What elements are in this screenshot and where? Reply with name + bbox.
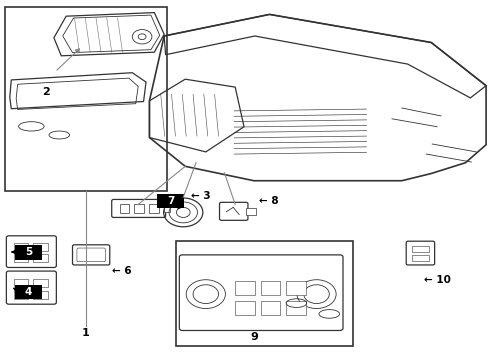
Bar: [14, 291, 28, 299]
Text: 4: 4: [24, 287, 32, 297]
Bar: [286, 281, 306, 295]
Bar: [412, 246, 429, 252]
FancyBboxPatch shape: [406, 241, 435, 265]
Text: 5: 5: [25, 247, 32, 257]
Bar: [235, 281, 255, 295]
Text: ← 10: ← 10: [424, 275, 451, 285]
Bar: [33, 243, 48, 251]
FancyBboxPatch shape: [15, 285, 42, 299]
FancyBboxPatch shape: [112, 199, 166, 217]
Text: ← 3: ← 3: [191, 191, 211, 201]
Bar: [149, 204, 159, 213]
FancyBboxPatch shape: [6, 236, 56, 267]
Bar: [120, 204, 129, 213]
Text: 9: 9: [251, 332, 259, 342]
FancyBboxPatch shape: [157, 194, 184, 208]
FancyBboxPatch shape: [77, 248, 105, 262]
Text: ← 6: ← 6: [112, 266, 131, 276]
Text: ← 8: ← 8: [259, 196, 278, 206]
Bar: [33, 279, 48, 287]
Text: 7: 7: [167, 195, 174, 206]
FancyBboxPatch shape: [220, 202, 248, 220]
Bar: [134, 204, 144, 213]
Bar: [33, 254, 48, 262]
Bar: [176, 241, 353, 346]
Text: 2: 2: [42, 87, 49, 97]
Bar: [14, 279, 28, 287]
Bar: [14, 254, 28, 262]
FancyBboxPatch shape: [179, 255, 343, 330]
Bar: [261, 301, 280, 315]
Bar: [246, 208, 256, 215]
Bar: [164, 204, 170, 212]
Bar: [261, 281, 280, 295]
Text: 1: 1: [82, 328, 90, 338]
Bar: [5, 7, 167, 191]
FancyBboxPatch shape: [73, 245, 110, 265]
Bar: [412, 255, 429, 261]
FancyBboxPatch shape: [15, 245, 42, 260]
Bar: [235, 301, 255, 315]
FancyBboxPatch shape: [6, 271, 56, 304]
Bar: [33, 291, 48, 299]
Bar: [14, 243, 28, 251]
Bar: [286, 301, 306, 315]
